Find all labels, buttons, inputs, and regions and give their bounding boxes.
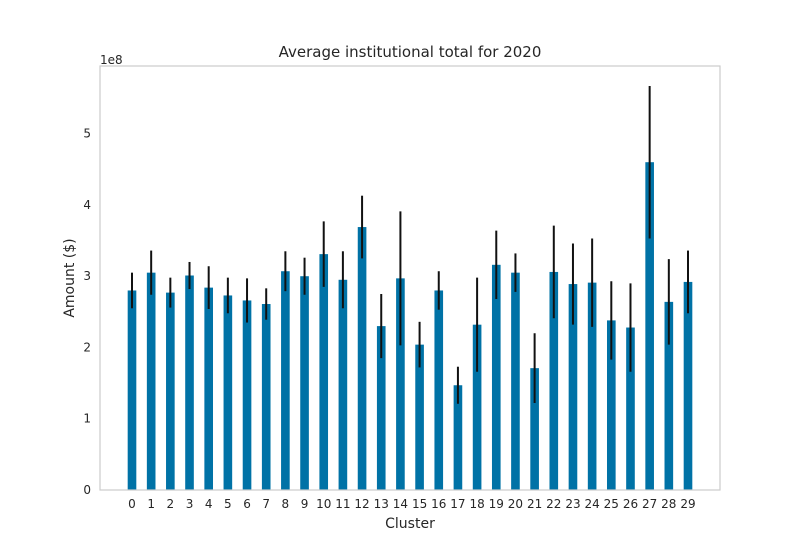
bar-cluster-27 — [645, 162, 654, 491]
bar-cluster-19 — [491, 264, 501, 490]
x-tick-label: 24 — [584, 497, 599, 511]
bar-cluster-28 — [664, 301, 674, 490]
y-tick-label: 3 — [83, 269, 91, 283]
y-tick-label: 0 — [83, 483, 91, 497]
bar-cluster-22 — [549, 271, 559, 490]
bar-cluster-13 — [376, 326, 386, 490]
bar-cluster-12 — [357, 227, 367, 490]
bar-cluster-14 — [396, 278, 405, 490]
x-tick-label: 26 — [623, 497, 638, 511]
x-tick-label: 13 — [374, 497, 389, 511]
y-axis-label: Amount ($) — [62, 238, 78, 317]
bar-cluster-6 — [242, 300, 252, 490]
bar-cluster-17 — [453, 385, 463, 490]
x-tick-label: 23 — [565, 497, 580, 511]
bar-cluster-24 — [587, 282, 597, 490]
bar-cluster-15 — [415, 344, 424, 490]
x-tick-label: 2 — [167, 497, 175, 511]
bar-cluster-20 — [511, 272, 520, 490]
x-tick-label: 16 — [431, 497, 446, 511]
x-tick-label: 9 — [301, 497, 309, 511]
x-tick-label: 12 — [354, 497, 369, 511]
bar-cluster-7 — [261, 304, 271, 490]
x-tick-label: 21 — [527, 497, 542, 511]
y-tick-label: 4 — [83, 198, 91, 212]
x-tick-label: 10 — [316, 497, 331, 511]
x-tick-label: 6 — [243, 497, 251, 511]
bar-cluster-8 — [281, 271, 290, 490]
bar-cluster-11 — [338, 279, 348, 490]
x-tick-label: 0 — [128, 497, 136, 511]
bar-cluster-1 — [146, 272, 156, 490]
bar-cluster-4 — [204, 287, 214, 490]
bar-cluster-29 — [683, 281, 693, 490]
bar-cluster-26 — [626, 327, 635, 490]
x-axis-label: Cluster — [385, 516, 435, 532]
x-tick-label: 20 — [508, 497, 523, 511]
bar-cluster-5 — [223, 295, 233, 490]
bar-cluster-16 — [434, 290, 444, 490]
x-tick-label: 15 — [412, 497, 427, 511]
bar-cluster-10 — [319, 254, 329, 490]
bar-cluster-25 — [606, 320, 616, 490]
x-tick-label: 17 — [450, 497, 465, 511]
y-axis-multiplier: 1e8 — [100, 53, 123, 67]
x-tick-label: 19 — [489, 497, 504, 511]
bar-cluster-9 — [300, 276, 309, 490]
y-tick-label: 1 — [83, 412, 91, 426]
bar-cluster-3 — [185, 275, 194, 490]
bar-cluster-18 — [472, 324, 482, 490]
bar-cluster-0 — [127, 290, 137, 490]
x-tick-label: 11 — [335, 497, 350, 511]
x-tick-label: 8 — [282, 497, 290, 511]
x-tick-label: 25 — [604, 497, 619, 511]
bar-cluster-23 — [568, 284, 578, 490]
x-tick-label: 22 — [546, 497, 561, 511]
x-tick-label: 5 — [224, 497, 232, 511]
x-tick-label: 28 — [661, 497, 676, 511]
x-tick-label: 7 — [262, 497, 270, 511]
y-tick-label: 5 — [83, 127, 91, 141]
bar-cluster-21 — [530, 368, 539, 490]
x-tick-label: 4 — [205, 497, 213, 511]
x-tick-label: 29 — [680, 497, 695, 511]
x-tick-label: 18 — [469, 497, 484, 511]
y-tick-label: 2 — [83, 340, 91, 354]
x-tick-label: 27 — [642, 497, 657, 511]
x-tick-label: 14 — [393, 497, 408, 511]
chart-title: Average institutional total for 2020 — [279, 43, 542, 61]
x-tick-label: 1 — [147, 497, 155, 511]
x-tick-label: 3 — [186, 497, 194, 511]
bar-cluster-2 — [166, 292, 175, 490]
plot-frame — [99, 65, 721, 491]
